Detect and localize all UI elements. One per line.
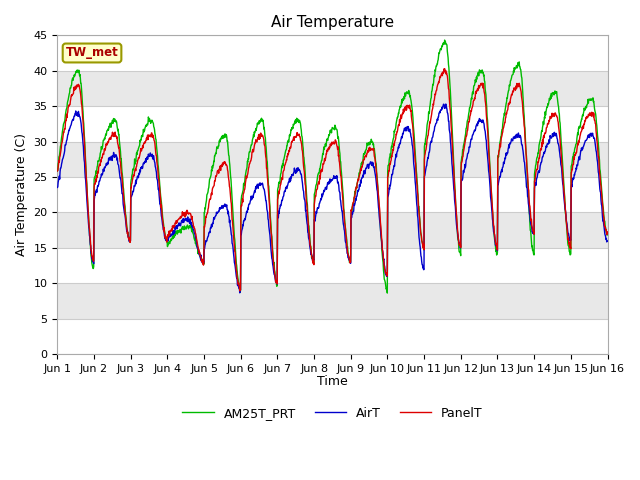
AM25T_PRT: [163, 237, 170, 242]
Bar: [58, 142, 607, 177]
AirT: [176, 220, 184, 226]
AM25T_PRT: [539, 122, 547, 128]
PanelT: [441, 66, 449, 72]
PanelT: [604, 229, 611, 235]
PanelT: [490, 231, 498, 237]
AirT: [490, 231, 498, 237]
AirT: [163, 237, 170, 243]
AM25T_PRT: [54, 168, 61, 174]
X-axis label: Time: Time: [317, 375, 348, 388]
Y-axis label: Air Temperature (C): Air Temperature (C): [15, 133, 28, 256]
AirT: [54, 184, 61, 190]
AirT: [604, 238, 611, 244]
AM25T_PRT: [490, 234, 498, 240]
AM25T_PRT: [237, 196, 245, 202]
PanelT: [176, 216, 184, 221]
PanelT: [419, 239, 426, 244]
AM25T_PRT: [604, 231, 611, 237]
Bar: [58, 213, 607, 248]
AM25T_PRT: [383, 290, 391, 296]
Legend: AM25T_PRT, AirT, PanelT: AM25T_PRT, AirT, PanelT: [177, 402, 488, 425]
PanelT: [238, 203, 246, 209]
Line: PanelT: PanelT: [58, 69, 607, 291]
AirT: [442, 101, 450, 107]
Bar: [58, 71, 607, 106]
AirT: [238, 228, 246, 234]
Line: AM25T_PRT: AM25T_PRT: [58, 40, 607, 293]
PanelT: [163, 236, 170, 242]
Bar: [58, 283, 607, 319]
Title: Air Temperature: Air Temperature: [271, 15, 394, 30]
AM25T_PRT: [419, 239, 426, 245]
PanelT: [236, 288, 244, 294]
Line: AirT: AirT: [58, 104, 607, 293]
AirT: [236, 290, 244, 296]
Text: TW_met: TW_met: [66, 47, 118, 60]
AM25T_PRT: [441, 37, 449, 43]
PanelT: [539, 141, 547, 147]
AirT: [539, 154, 547, 160]
AM25T_PRT: [176, 229, 184, 235]
AirT: [419, 262, 426, 267]
PanelT: [54, 168, 61, 174]
